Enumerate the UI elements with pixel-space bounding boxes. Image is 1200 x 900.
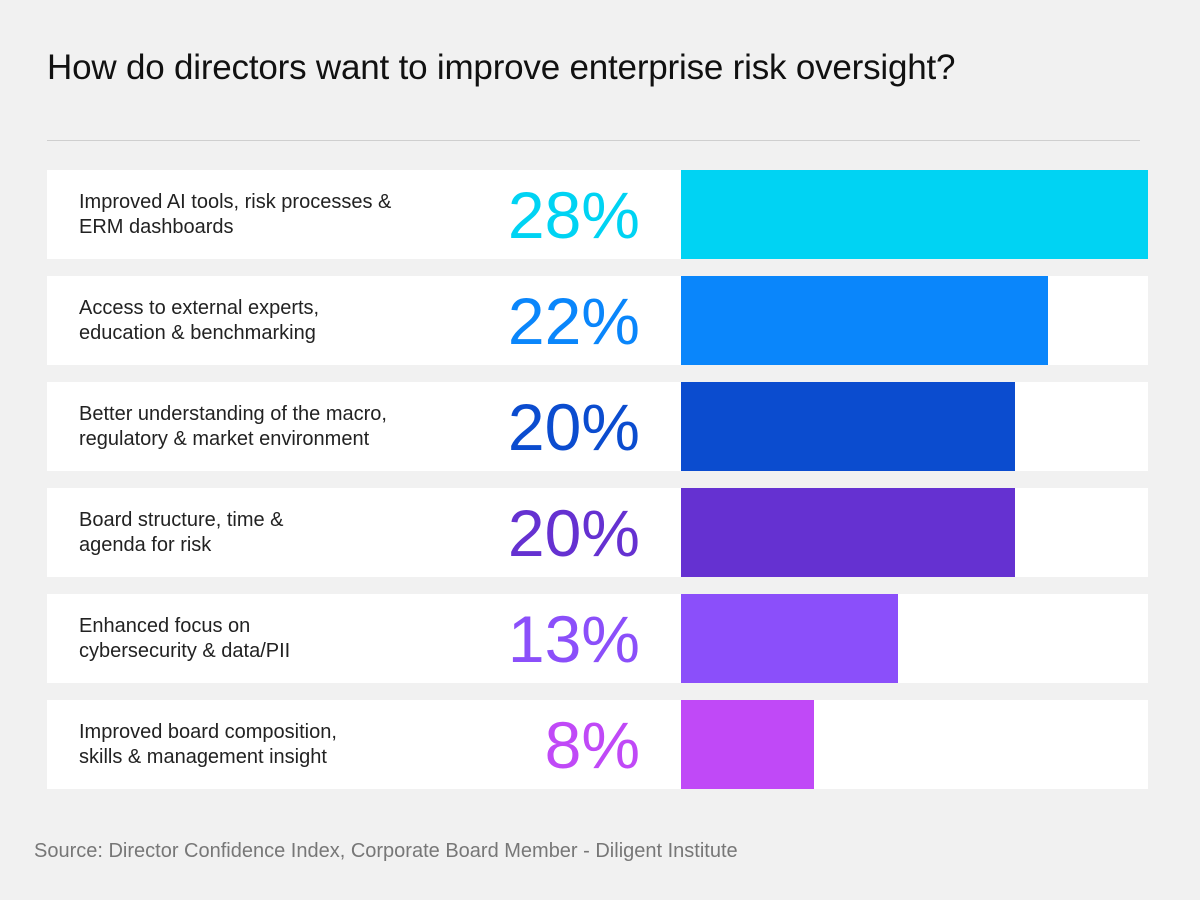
- category-label-line: Access to external experts,: [79, 296, 320, 319]
- data-label: 22%: [507, 283, 640, 358]
- category-label-line: education & benchmarking: [79, 321, 316, 344]
- bar: [681, 170, 1148, 259]
- bar: [681, 276, 1048, 365]
- chart-title: How do directors want to improve enterpr…: [47, 48, 956, 87]
- category-label-line: Enhanced focus on: [79, 614, 251, 637]
- category-label-line: Better understanding of the macro,: [79, 402, 387, 425]
- category-label-line: cybersecurity & data/PII: [79, 639, 291, 662]
- data-label: 8%: [544, 707, 640, 782]
- category-label: Enhanced focus on cybersecurity & data/PI…: [79, 614, 449, 664]
- bar-row: Improved board composition, skills & mana…: [47, 700, 1148, 789]
- data-label: 28%: [507, 177, 640, 252]
- category-label-line: Improved board composition,: [79, 720, 337, 743]
- divider: [47, 140, 1140, 141]
- data-label: 20%: [507, 389, 640, 464]
- bar-row: Access to external experts, education & b…: [47, 276, 1148, 365]
- bar: [681, 488, 1015, 577]
- category-label: Better understanding of the macro, regula…: [79, 402, 449, 452]
- category-label-line: Improved AI tools, risk processes &: [79, 190, 392, 213]
- category-label-line: Board structure, time &: [79, 508, 284, 531]
- category-label-line: skills & management insight: [79, 745, 327, 768]
- data-label: 20%: [507, 495, 640, 570]
- source-note: Source: Director Confidence Index, Corpo…: [34, 840, 738, 862]
- bar: [681, 700, 815, 789]
- bar-row: Enhanced focus on cybersecurity & data/PI…: [47, 594, 1148, 683]
- category-label: Improved AI tools, risk processes & ERM d…: [79, 190, 449, 240]
- bar-row: Board structure, time & agenda for risk 20…: [47, 488, 1148, 577]
- data-label: 13%: [507, 601, 640, 676]
- bar: [681, 594, 898, 683]
- category-label: Access to external experts, education & b…: [79, 296, 449, 346]
- bar: [681, 382, 1015, 471]
- category-label-line: agenda for risk: [79, 533, 212, 556]
- category-label: Improved board composition, skills & mana…: [79, 720, 449, 770]
- bar-row: Better understanding of the macro, regula…: [47, 382, 1148, 471]
- category-label: Board structure, time & agenda for risk: [79, 508, 449, 558]
- category-label-line: ERM dashboards: [79, 215, 234, 238]
- bar-row: Improved AI tools, risk processes & ERM d…: [47, 170, 1148, 259]
- category-label-line: regulatory & market environment: [79, 427, 370, 450]
